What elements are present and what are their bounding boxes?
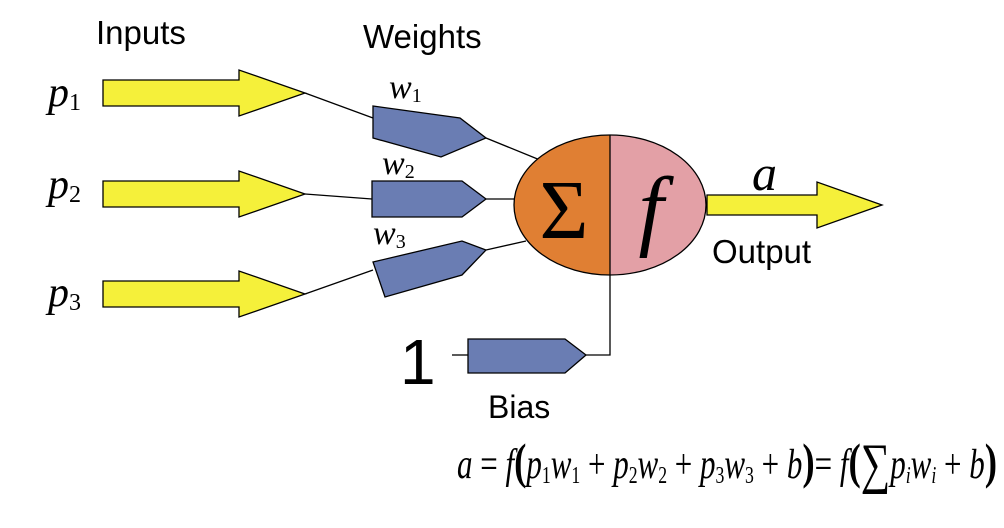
line-bias-to-neuron: [586, 275, 611, 356]
weight-label-2: w2: [382, 145, 415, 183]
output-heading: Output: [712, 233, 811, 270]
line-w3-to-neuron: [485, 240, 527, 251]
formula: a = f(p1w1 + p2w2 + p3w3 + b)= f(∑piwi +…: [457, 433, 997, 495]
weights-heading: Weights: [363, 18, 482, 55]
bias-value: 1: [400, 326, 436, 398]
neuron-activation-half: [610, 135, 706, 275]
line-w1-to-neuron: [485, 137, 541, 161]
line-p2-to-w2: [304, 193, 373, 200]
weight-block-2: [371, 180, 488, 218]
line-p3-to-w3: [304, 269, 374, 295]
neuron-sum-half: [514, 135, 610, 275]
weight-label-3: w3: [373, 215, 406, 253]
weight-block-1: [372, 105, 488, 158]
input-label-3: p3: [45, 270, 81, 316]
sum-symbol: Σ: [540, 164, 589, 257]
input-label-1: p1: [45, 70, 81, 116]
bias-weight-block: [467, 338, 588, 374]
weight-blocks: [371, 105, 588, 374]
connection-lines: [304, 92, 611, 356]
inputs-heading: Inputs: [96, 14, 186, 51]
bias-heading: Bias: [488, 389, 550, 425]
input-arrow-1: [102, 69, 307, 117]
neuron: Σ f: [513, 134, 707, 276]
input-arrow-2: [102, 170, 307, 218]
weight-block-3: [372, 240, 488, 298]
line-p1-to-w1: [304, 92, 374, 119]
weight-label-1: w1: [389, 69, 422, 107]
input-label-2: p2: [45, 162, 81, 208]
input-arrows: [102, 69, 307, 318]
input-arrow-3: [102, 270, 307, 318]
output-symbol: a: [752, 145, 777, 201]
output-arrow: [706, 181, 884, 229]
